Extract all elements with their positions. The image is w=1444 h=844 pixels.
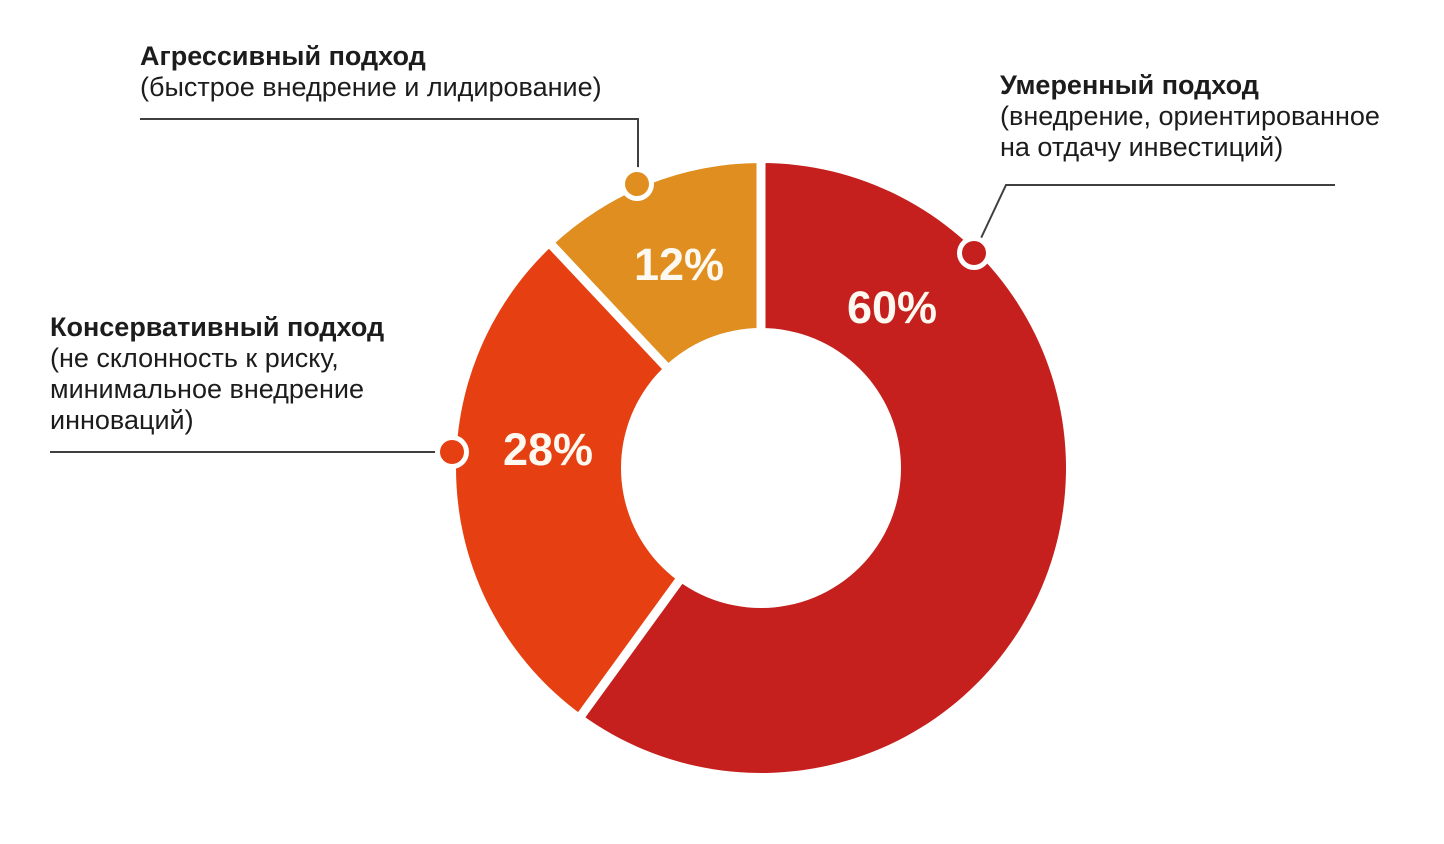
callout-conservative-title: Консервативный подход [50,312,385,342]
callout-moderate-subtitle-line-1: (внедрение, ориентированное [1000,101,1380,131]
value-label-conservative: 28% [503,424,593,475]
callout-conservative: Консервативный подход (не склонность к р… [50,312,384,436]
callout-conservative-subtitle-line-2: минимальное внедрение [50,374,364,404]
callout-conservative-subtitle-line-3: инноваций) [50,405,194,435]
marker-dot-aggressive [625,172,649,196]
marker-dot-moderate [962,241,986,265]
leader-line-moderate [973,184,1335,254]
callout-aggressive-title: Агрессивный подход [140,41,426,71]
callout-moderate-title: Умеренный подход [1000,70,1259,100]
marker-dot-conservative [440,440,464,464]
callout-moderate: Умеренный подход (внедрение, ориентирова… [1000,70,1380,163]
value-label-aggressive: 12% [634,239,724,290]
callout-aggressive-subtitle: (быстрое внедрение и лидирование) [140,72,602,102]
donut-hole [621,328,901,608]
leader-line-aggressive [140,118,639,184]
value-label-moderate: 60% [847,282,937,333]
callout-moderate-subtitle-line-2: на отдачу инвестиций) [1000,132,1284,162]
slice-conservative [456,245,761,715]
callout-aggressive: Агрессивный подход (быстрое внедрение и … [140,41,602,103]
callout-conservative-subtitle-line-1: (не склонность к риску, [50,343,339,373]
